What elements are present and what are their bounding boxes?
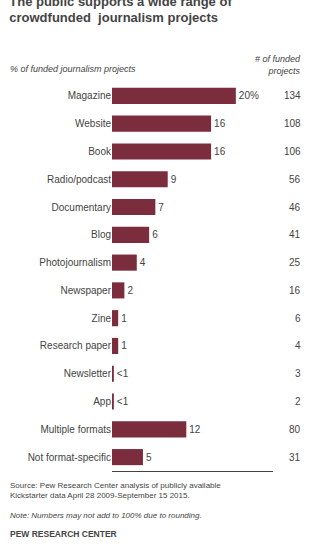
svg-text:4: 4: [140, 257, 146, 268]
svg-text:Zine: Zine: [92, 313, 112, 324]
svg-text:Source: Pew Research Center an: Source: Pew Research Center analysis of …: [10, 481, 221, 500]
svg-text:16: 16: [214, 118, 226, 129]
svg-text:80: 80: [289, 424, 301, 435]
svg-text:Photojournalism: Photojournalism: [39, 257, 111, 268]
svg-text:31: 31: [289, 452, 301, 463]
svg-text:Not format-specific: Not format-specific: [28, 452, 111, 463]
svg-text:134: 134: [284, 90, 301, 101]
svg-text:Magazine: Magazine: [68, 90, 112, 101]
svg-text:Newspaper: Newspaper: [60, 285, 111, 296]
svg-text:Newsletter: Newsletter: [64, 368, 112, 379]
svg-text:Book: Book: [88, 146, 112, 157]
svg-text:56: 56: [289, 174, 301, 185]
svg-text:PEW RESEARCH CENTER: PEW RESEARCH CENTER: [10, 529, 117, 539]
svg-text:Research paper: Research paper: [40, 340, 112, 351]
svg-text:2: 2: [127, 285, 133, 296]
svg-text:106: 106: [284, 146, 301, 157]
svg-text:5: 5: [146, 452, 152, 463]
svg-text:9: 9: [171, 174, 177, 185]
svg-text:% of funded journalism project: % of funded journalism projects: [10, 64, 136, 74]
svg-text:108: 108: [284, 118, 301, 129]
svg-text:16: 16: [214, 146, 226, 157]
svg-text:25: 25: [289, 257, 301, 268]
svg-text:6: 6: [152, 229, 158, 240]
svg-text:Website: Website: [75, 118, 111, 129]
svg-text:Radio/podcast: Radio/podcast: [47, 174, 111, 185]
svg-text:Blog: Blog: [91, 229, 111, 240]
svg-text:1: 1: [121, 313, 127, 324]
svg-text:12: 12: [189, 424, 201, 435]
svg-text:The public supports a wide ran: The public supports a wide range ofcrowd…: [9, 0, 232, 25]
svg-text:46: 46: [289, 202, 301, 213]
svg-text:1: 1: [121, 340, 127, 351]
svg-text:3: 3: [295, 368, 301, 379]
svg-text:20%: 20%: [239, 90, 259, 101]
svg-text:6: 6: [295, 313, 301, 324]
svg-text:4: 4: [295, 340, 301, 351]
svg-text:16: 16: [289, 285, 301, 296]
svg-text:7: 7: [158, 202, 164, 213]
svg-text:Documentary: Documentary: [52, 202, 111, 213]
svg-text:41: 41: [289, 229, 301, 240]
svg-text:# of fundedprojects: # of fundedprojects: [255, 54, 301, 76]
svg-text:2: 2: [295, 396, 301, 407]
svg-text:Note: Numbers may not add to 1: Note: Numbers may not add to 100% due to…: [10, 511, 202, 520]
svg-text:App: App: [93, 396, 111, 407]
svg-text:<1: <1: [117, 396, 129, 407]
svg-text:Multiple formats: Multiple formats: [40, 424, 111, 435]
svg-text:<1: <1: [117, 368, 129, 379]
